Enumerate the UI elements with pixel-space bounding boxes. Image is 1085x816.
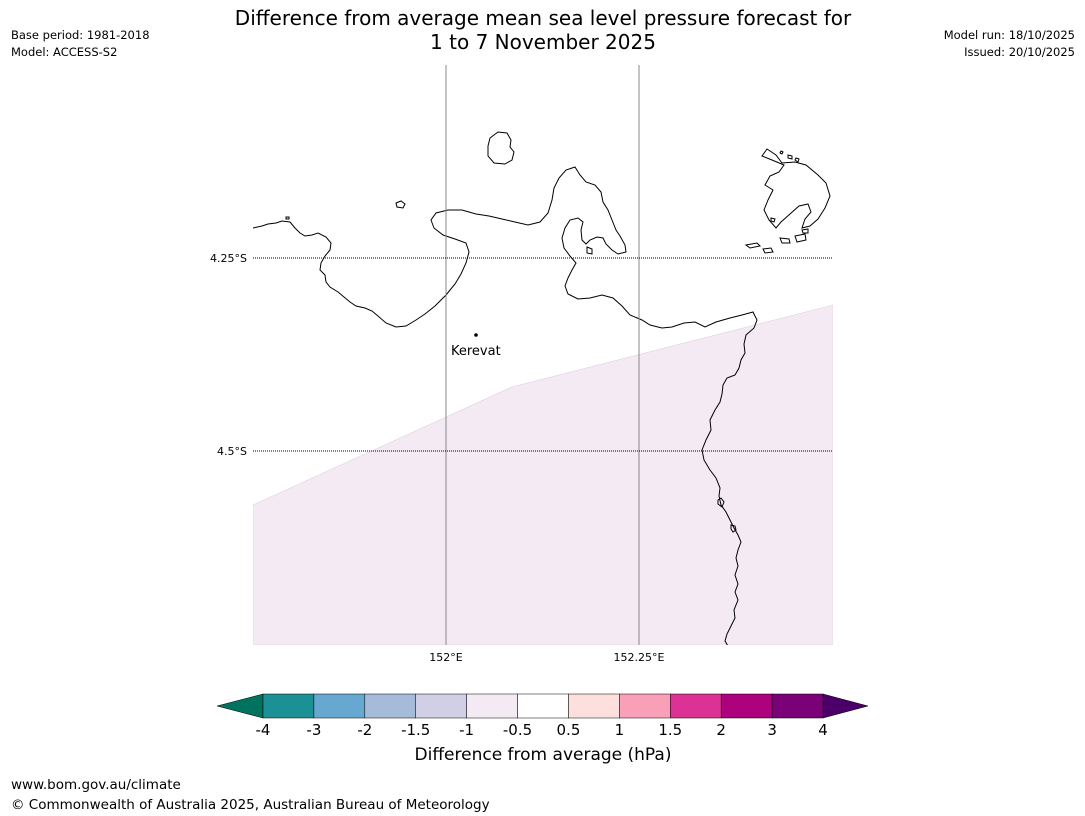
title-line-2: 1 to 7 November 2025 (430, 30, 656, 54)
pressure-anomaly-region (253, 304, 833, 645)
base-period-text: Base period: 1981-2018 (11, 28, 150, 42)
islet-east-5 (770, 217, 776, 223)
colorbar-segments (262, 693, 824, 719)
kerevat-label: Kerevat (451, 344, 501, 359)
footer-copyright: © Commonwealth of Australia 2025, Austra… (11, 797, 490, 813)
graticule (253, 65, 833, 645)
colorbar-tick-label: 3 (767, 721, 777, 739)
metadata-left: Base period: 1981-2018 Model: ACCESS-S2 (11, 27, 150, 61)
east-coast-lower (718, 495, 742, 645)
duke-of-york-main (761, 148, 831, 229)
lon-label-152: 152°E (429, 651, 462, 664)
lat-label-4-5: 4.5°S (217, 445, 247, 458)
metadata-right: Model run: 18/10/2025 Issued: 20/10/2025 (944, 27, 1075, 61)
model-text: Model: ACCESS-S2 (11, 45, 118, 59)
islet-west-dot (285, 216, 290, 220)
colorbar-tick-label: 4 (818, 721, 828, 739)
colorbar-segment (364, 693, 416, 719)
colorbar-tick-label: -2 (357, 721, 372, 739)
colorbar-segment (619, 693, 671, 719)
kerevat-marker (474, 333, 478, 337)
colorbar-over-arrow (822, 693, 869, 719)
colorbar-segment (568, 693, 620, 719)
colorbar-tick-label: 2 (716, 721, 726, 739)
map-area: Kerevat (253, 65, 833, 645)
islet-east-7 (794, 157, 800, 163)
colorbar-tick-label: 0.5 (557, 721, 581, 739)
colorbar-tick-label: -1 (459, 721, 474, 739)
colorbar-title: Difference from average (hPa) (414, 745, 672, 765)
islet-coast-small (730, 524, 737, 533)
islet-inlet-small (586, 246, 593, 255)
colorbar-tick-label: -0.5 (503, 721, 532, 739)
colorbar-tick-label: -3 (306, 721, 321, 739)
islet-east-1 (744, 242, 762, 249)
new-britain-coast-main (253, 166, 758, 497)
colorbar-segment (415, 693, 467, 719)
colorbar-under-arrow (216, 693, 264, 719)
colorbar-segment (313, 693, 366, 719)
islet-east-4 (794, 233, 807, 243)
colorbar-segment (670, 693, 722, 719)
lon-label-152-25: 152.25°E (614, 651, 665, 664)
colorbar-segment (262, 693, 315, 719)
islet-east-8 (779, 150, 784, 155)
island-north (487, 131, 515, 165)
colorbar-tick-label: -4 (256, 721, 271, 739)
colorbar: -4 -3 -2 -1.5 -1 -0.5 0.5 1 1.5 2 3 4 (216, 693, 869, 739)
map-title: Difference from average mean sea level p… (143, 6, 943, 54)
colorbar-tick-label: 1 (615, 721, 625, 739)
footer-url: www.bom.gov.au/climate (11, 777, 181, 793)
islet-east-9 (801, 228, 809, 234)
islet-inlet (717, 497, 725, 508)
colorbar-tick-label: 1.5 (658, 721, 682, 739)
colorbar-segment (517, 693, 569, 719)
title-line-1: Difference from average mean sea level p… (234, 6, 852, 30)
colorbar-segment (720, 693, 773, 719)
colorbar-tick-label: -1.5 (401, 721, 430, 739)
lat-label-4-25: 4.25°S (210, 252, 247, 265)
islet-east-2 (762, 247, 774, 254)
islet-east-3 (779, 237, 791, 244)
axis-labels: 4.25°S 4.5°S 152°E 152.25°E (210, 252, 664, 664)
footer: www.bom.gov.au/climate © Commonwealth of… (11, 775, 490, 815)
islet-east-6 (787, 154, 793, 160)
issued-text: Issued: 20/10/2025 (964, 45, 1075, 59)
islet-north-west (395, 200, 406, 209)
colorbar-segment (771, 693, 824, 719)
colorbar-segment (466, 693, 518, 719)
colorbar-tick-labels: -4 -3 -2 -1.5 -1 -0.5 0.5 1 1.5 2 3 4 (256, 721, 828, 739)
coastline (253, 131, 831, 645)
model-run-text: Model run: 18/10/2025 (943, 28, 1075, 42)
